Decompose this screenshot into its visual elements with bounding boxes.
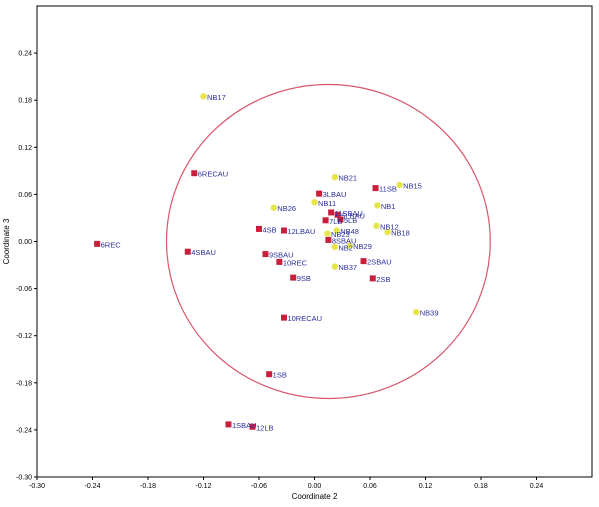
- x-tick-label: -0.06: [251, 483, 267, 490]
- point-nb17: [200, 93, 207, 100]
- x-tick-label: 0.06: [363, 483, 377, 490]
- point-10recau: [280, 314, 287, 321]
- point-3lbau: [316, 190, 323, 197]
- point-12lb: [249, 423, 256, 430]
- y-tick-label: 0.24: [18, 51, 32, 58]
- x-tick-label: 0.18: [474, 483, 488, 490]
- y-tick-label: 0.06: [18, 192, 32, 199]
- x-tick-label: 0.24: [530, 483, 544, 490]
- ticks-layer: -0.30 -0.24 -0.18 -0.12 -0.06 0.00 0.06 0.12 0.1…: [16, 51, 543, 490]
- point-label-5lb: 5LB: [344, 216, 357, 225]
- point-label-2sb: 2SB: [376, 275, 390, 284]
- confidence-ellipse: [165, 83, 491, 400]
- point-nb21: [331, 173, 339, 181]
- point-label-10rec: 10REC: [283, 258, 308, 267]
- x-tick-label: -0.18: [140, 483, 156, 490]
- point-label-nb29: NB29: [353, 242, 372, 251]
- point-4sb: [256, 225, 262, 232]
- point-label-nb23: NB23: [331, 230, 350, 239]
- point-nb29: [346, 242, 353, 249]
- y-tick-label: 0.00: [18, 239, 32, 246]
- point-label-6recau: 6RECAU: [198, 170, 228, 179]
- point-label-2sbau: 2SBAU: [367, 258, 392, 267]
- point-nb2: [331, 243, 339, 251]
- y-axis-title: Coordinate 3: [2, 218, 11, 264]
- point-label-1sbau: 1SBAU: [232, 421, 257, 430]
- point-label-7lb: 7LB: [329, 217, 342, 226]
- point-1sb: [266, 371, 273, 378]
- point-5lbau: [334, 211, 341, 218]
- point-label-12lb: 12LB: [256, 423, 274, 432]
- point-9sbau: [262, 251, 269, 258]
- point-nb39: [413, 308, 420, 316]
- x-tick-label: -0.12: [196, 483, 212, 490]
- point-2sbau: [360, 258, 367, 265]
- y-tick-label: -0.18: [16, 380, 32, 387]
- point-label-12lbau: 12LBAU: [287, 227, 315, 236]
- point-label-nb1: NB1: [381, 202, 396, 211]
- point-8sbau: [325, 236, 332, 243]
- point-nb1: [374, 202, 381, 209]
- point-label-6rec: 6REC: [101, 240, 122, 249]
- point-1sbau: [225, 421, 232, 428]
- point-label-4sb: 4SB: [263, 225, 277, 234]
- point-label-10recau: 10RECAU: [287, 314, 322, 323]
- y-tick-label: -0.12: [16, 333, 32, 340]
- point-nb48: [333, 227, 340, 234]
- point-nb23: [324, 230, 331, 237]
- point-9sb: [290, 274, 297, 281]
- point-nb18: [384, 228, 391, 236]
- point-label-nb17: NB17: [207, 93, 226, 102]
- point-11sbau: [328, 209, 335, 216]
- y-tick-label: -0.06: [16, 286, 32, 293]
- point-label-11sbau: 11SBAU: [335, 209, 363, 218]
- y-tick-label: 0.18: [18, 98, 32, 105]
- x-tick-label: 0.12: [419, 483, 433, 490]
- y-tick-label: -0.30: [16, 475, 32, 482]
- point-label-11sb: 11SB: [379, 185, 397, 194]
- point-label-3lbau: 3LBAU: [323, 190, 347, 199]
- x-tick-label: 0.00: [308, 483, 322, 490]
- points-layer: [94, 93, 420, 430]
- point-label-nb26: NB26: [277, 204, 296, 213]
- point-label-nb18: NB18: [391, 229, 410, 238]
- point-label-nb39: NB39: [420, 309, 439, 318]
- point-4sbau: [184, 248, 191, 255]
- point-label-nb12: NB12: [380, 222, 399, 231]
- point-nb15: [396, 181, 403, 189]
- point-nb26: [270, 204, 277, 211]
- point-label-5lbau: 5LBAU: [341, 211, 365, 220]
- x-axis-title: Coordinate 2: [292, 492, 338, 501]
- point-nb37: [331, 263, 339, 270]
- point-6recau: [191, 170, 198, 177]
- point-11sb: [372, 185, 379, 192]
- point-5lb: [337, 216, 344, 223]
- point-label-nb48: NB48: [340, 227, 359, 236]
- ellipse-layer: [165, 83, 491, 400]
- y-tick-label: -0.24: [16, 427, 32, 434]
- point-label-nb15: NB15: [403, 181, 422, 190]
- point-nb11: [311, 199, 318, 206]
- point-label-9sbau: 9SBAU: [269, 251, 294, 260]
- point-10rec: [276, 258, 283, 265]
- point-label-nb11: NB11: [318, 199, 336, 208]
- point-12lbau: [280, 227, 287, 234]
- point-nb12: [373, 222, 380, 229]
- point-label-nb2: NB2: [338, 243, 353, 252]
- point-7lb: [322, 217, 329, 224]
- point-label-9sb: 9SB: [297, 274, 311, 283]
- y-tick-label: 0.12: [18, 145, 32, 152]
- point-label-4sbau: 4SBAU: [191, 248, 216, 257]
- point-6rec: [94, 240, 101, 247]
- point-label-nb21: NB21: [338, 174, 357, 183]
- x-tick-label: -0.24: [85, 483, 101, 490]
- point-label-8sbau: 8SBAU: [332, 236, 357, 245]
- point-label-1sb: 1SB: [273, 371, 287, 380]
- point-label-nb37: NB37: [338, 263, 357, 272]
- point-2sb: [369, 275, 376, 282]
- x-tick-label: -0.30: [29, 483, 45, 490]
